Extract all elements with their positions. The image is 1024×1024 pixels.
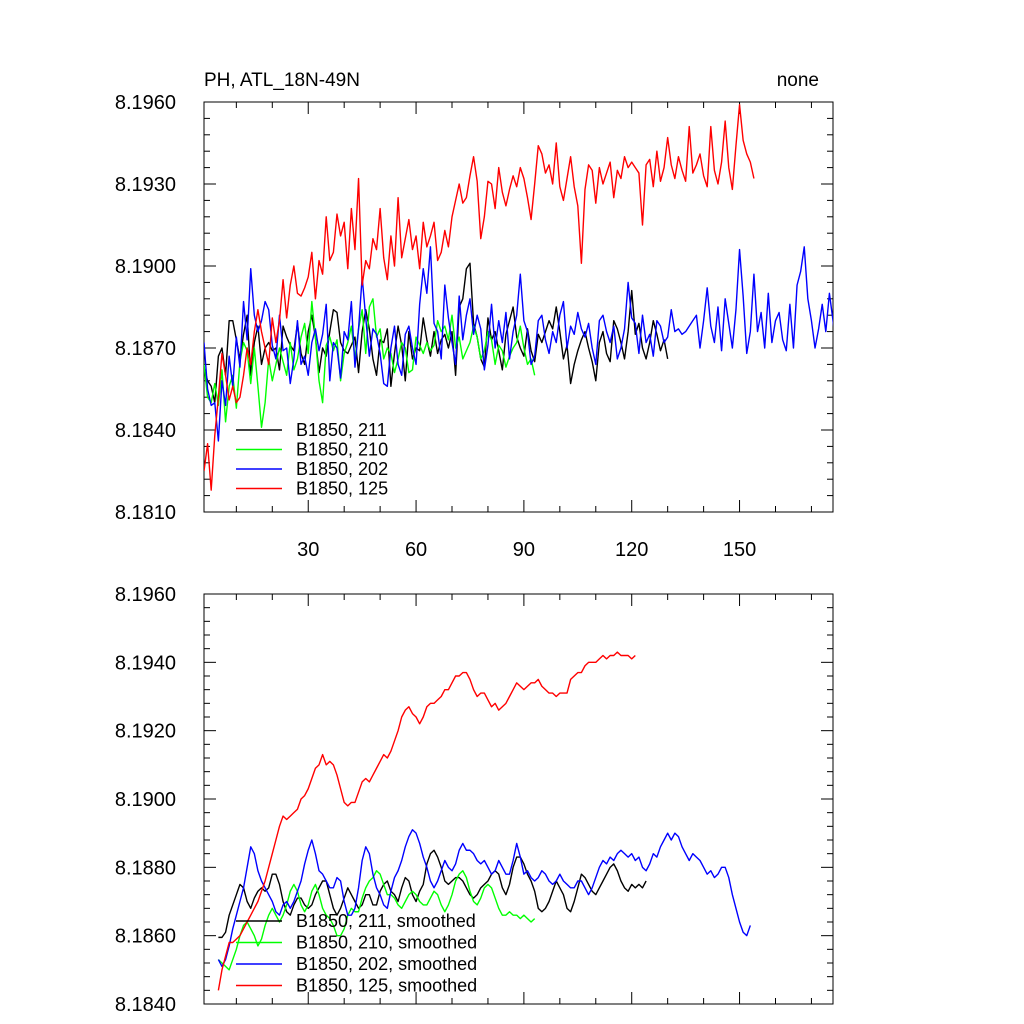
legend-label: B1850, 125	[296, 479, 388, 499]
y-tick-label: 8.1810	[115, 502, 176, 524]
y-tick-label: 8.1900	[115, 256, 176, 278]
series-line	[217, 651, 636, 991]
legend-label: B1850, 211	[296, 420, 387, 440]
x-tick-label: 150	[723, 539, 756, 561]
series-line	[218, 849, 647, 939]
top-panel: 8.1810 8.1840 8.1870 8.1900 8.1930 8.1960 30 60…	[115, 92, 834, 561]
legend-label: B1850, 125, smoothed	[296, 976, 477, 996]
y-tick-label: 8.1960	[115, 92, 176, 114]
bottom-panel: 8.1840 8.1860 8.1880 8.1900 8.1920 8.1940 8.19…	[115, 584, 834, 1016]
x-tick-label: 60	[405, 539, 427, 561]
y-tick-label: 8.1900	[115, 789, 176, 811]
y-tick-label: 8.1840	[115, 420, 176, 442]
series-line	[204, 104, 755, 491]
series-line	[217, 829, 751, 968]
y-tick-label: 8.1940	[115, 652, 176, 674]
x-tick-label: 30	[297, 539, 319, 561]
y-tick-label: 8.1870	[115, 338, 176, 360]
chart-right-title: none	[777, 70, 819, 91]
series-line	[204, 298, 536, 428]
y-tick-label: 8.1860	[115, 926, 176, 948]
legend-label: B1850, 211, smoothed	[296, 911, 476, 931]
legend-label: B1850, 202, smoothed	[296, 954, 477, 974]
series-line	[204, 246, 833, 442]
y-tick-label: 8.1840	[115, 994, 176, 1016]
y-tick-label: 8.1920	[115, 721, 176, 743]
series-line	[204, 262, 669, 404]
y-tick-label: 8.1880	[115, 857, 176, 879]
chart-title: PH, ATL_18N-49N	[204, 70, 360, 91]
x-tick-label: 90	[513, 539, 535, 561]
y-tick-label: 8.1960	[115, 584, 176, 606]
legend-label: B1850, 202	[296, 459, 388, 479]
legend-label: B1850, 210, smoothed	[296, 933, 477, 953]
y-tick-label: 8.1930	[115, 174, 176, 196]
series-line	[217, 870, 536, 971]
legend-label: B1850, 210	[296, 440, 388, 460]
plot-frame	[203, 101, 834, 513]
x-tick-label: 120	[615, 539, 648, 561]
